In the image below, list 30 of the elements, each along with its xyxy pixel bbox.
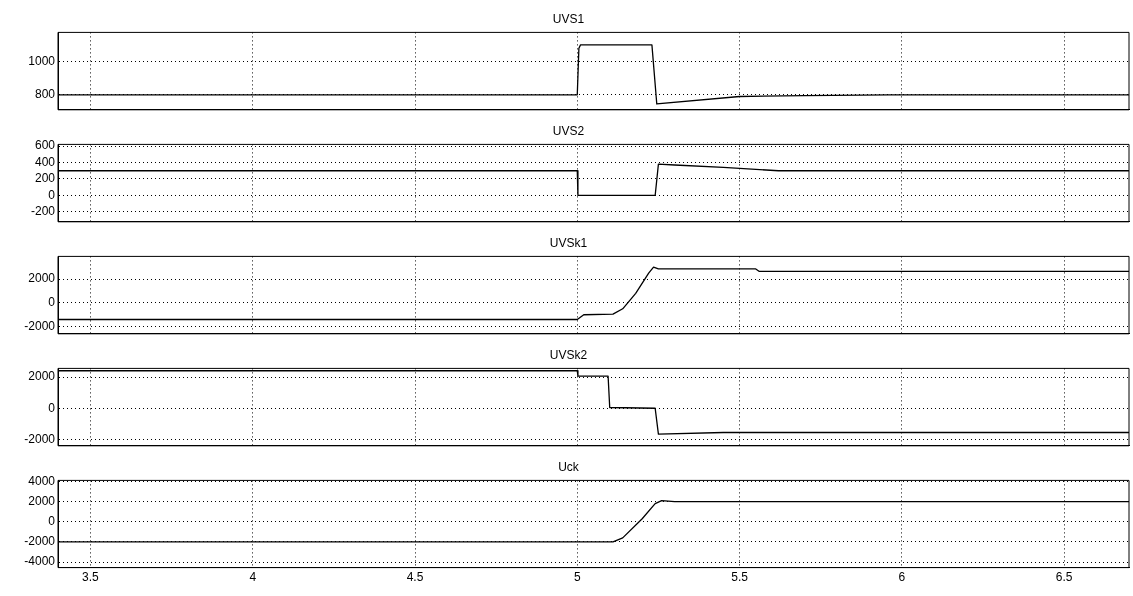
y-tick-label: 400	[34, 154, 56, 169]
y-tick-label: 1000	[28, 53, 56, 68]
y-tick-label: -2000	[24, 534, 56, 549]
x-tick-label: 5.5	[731, 570, 749, 585]
chart-title: UVS1	[552, 11, 585, 26]
x-tick-label: 6.5	[1055, 570, 1073, 585]
y-tick-label: -2000	[24, 318, 56, 333]
x-tick-label: 4.5	[406, 570, 424, 585]
y-tick-label: 4000	[28, 473, 56, 488]
chart-title: UVSk2	[549, 347, 588, 362]
y-tick-label: 800	[34, 87, 56, 102]
x-tick-label: 5	[573, 570, 581, 585]
y-tick-label: 2000	[28, 369, 56, 384]
y-tick-label: 0	[48, 295, 56, 310]
y-tick-label: 0	[48, 400, 56, 415]
x-tick-label: 6	[898, 570, 906, 585]
y-tick-label: 0	[48, 187, 56, 202]
chart-title: UVSk1	[549, 235, 588, 250]
y-tick-label: -200	[30, 204, 56, 219]
y-tick-label: 200	[34, 171, 56, 186]
y-tick-label: 600	[34, 138, 56, 153]
y-tick-label: 2000	[28, 493, 56, 508]
y-tick-label: -2000	[24, 431, 56, 446]
x-tick-label: 3.5	[82, 570, 100, 585]
chart-title: UVS2	[552, 123, 585, 138]
x-tick-label: 4	[249, 570, 257, 585]
chart-title: Uck	[558, 459, 580, 474]
y-tick-label: 2000	[28, 271, 56, 286]
y-tick-label: -4000	[24, 554, 56, 569]
y-tick-label: 0	[48, 514, 56, 529]
